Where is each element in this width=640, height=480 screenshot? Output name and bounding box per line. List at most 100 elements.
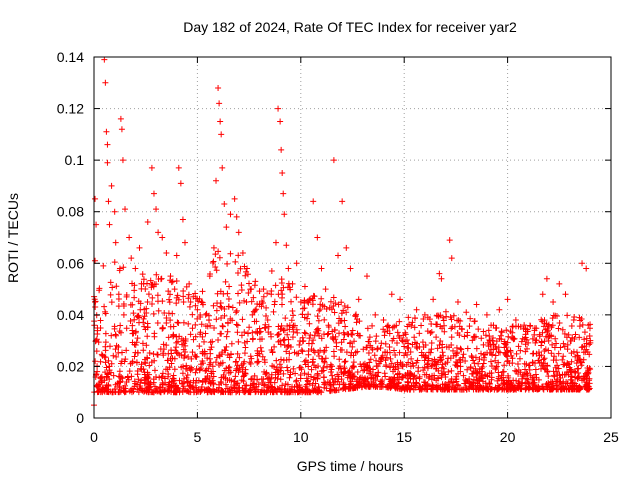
data-point: [539, 329, 546, 336]
data-point: [545, 347, 552, 354]
data-point: [159, 324, 166, 331]
data-point: [273, 366, 280, 373]
data-point: [150, 190, 157, 197]
data-point: [135, 376, 142, 383]
data-point: [350, 359, 357, 366]
data-point: [173, 300, 180, 307]
data-point: [272, 239, 279, 246]
data-point: [565, 371, 572, 378]
data-point: [402, 338, 409, 345]
data-point: [278, 276, 285, 283]
data-point: [268, 383, 275, 390]
data-point: [189, 311, 196, 318]
data-point: [347, 339, 354, 346]
data-point: [581, 336, 588, 343]
data-point: [221, 367, 228, 374]
data-point: [517, 323, 524, 330]
data-point: [247, 353, 254, 360]
data-point: [175, 164, 182, 171]
data-point: [476, 356, 483, 363]
data-point: [174, 350, 181, 357]
data-point: [373, 372, 380, 379]
data-point: [248, 386, 255, 393]
data-point: [416, 373, 423, 380]
data-point: [420, 344, 427, 351]
data-point: [103, 364, 110, 371]
data-point: [353, 319, 360, 326]
data-point: [93, 348, 100, 355]
data-point: [469, 384, 476, 391]
data-point: [534, 386, 541, 393]
data-point: [342, 358, 349, 365]
data-point: [168, 347, 175, 354]
data-point: [140, 366, 147, 373]
data-point: [252, 278, 259, 285]
data-point: [495, 373, 502, 380]
data-point: [223, 343, 230, 350]
data-point: [350, 373, 357, 380]
data-point: [201, 338, 208, 345]
data-point: [329, 328, 336, 335]
data-point: [315, 387, 322, 394]
data-point: [94, 327, 101, 334]
data-point: [197, 329, 204, 336]
data-point: [559, 371, 566, 378]
data-point: [185, 291, 192, 298]
data-point: [216, 353, 223, 360]
data-point: [509, 323, 516, 330]
plot-frame: [93, 56, 612, 419]
data-point: [285, 265, 292, 272]
data-point: [293, 260, 300, 267]
data-point: [420, 315, 427, 322]
data-point: [587, 337, 594, 344]
data-point: [275, 323, 282, 330]
data-point: [190, 383, 197, 390]
data-point: [420, 379, 427, 386]
data-point: [143, 342, 150, 349]
data-point: [210, 244, 217, 251]
data-point: [467, 364, 474, 371]
data-point: [180, 287, 187, 294]
data-point: [221, 312, 228, 319]
data-point: [234, 380, 241, 387]
data-point: [389, 337, 396, 344]
data-point: [121, 388, 128, 395]
data-point: [160, 352, 167, 359]
data-point: [97, 358, 104, 365]
data-point: [524, 345, 531, 352]
data-point: [281, 327, 288, 334]
data-point: [407, 348, 414, 355]
data-point: [105, 357, 112, 364]
data-point: [176, 333, 183, 340]
data-point: [352, 313, 359, 320]
data-point: [115, 344, 122, 351]
data-point: [308, 366, 315, 373]
data-point: [538, 338, 545, 345]
data-point: [259, 353, 266, 360]
data-point: [184, 378, 191, 385]
data-point: [235, 229, 242, 236]
data-point: [213, 307, 220, 314]
data-point: [500, 377, 507, 384]
data-point: [481, 354, 488, 361]
data-point: [271, 379, 278, 386]
data-point: [269, 362, 276, 369]
data-point: [543, 384, 550, 391]
data-point: [134, 371, 141, 378]
data-point: [123, 347, 130, 354]
data-point: [394, 385, 401, 392]
data-point: [453, 344, 460, 351]
data-point: [576, 323, 583, 330]
data-point: [446, 237, 453, 244]
data-point: [405, 314, 412, 321]
data-point: [167, 273, 174, 280]
data-point: [402, 371, 409, 378]
data-point: [343, 309, 350, 316]
data-point: [185, 320, 192, 327]
data-point: [330, 157, 337, 164]
data-point: [187, 299, 194, 306]
data-point: [219, 164, 226, 171]
data-point: [531, 327, 538, 334]
data-point: [166, 383, 173, 390]
data-point: [155, 229, 162, 236]
